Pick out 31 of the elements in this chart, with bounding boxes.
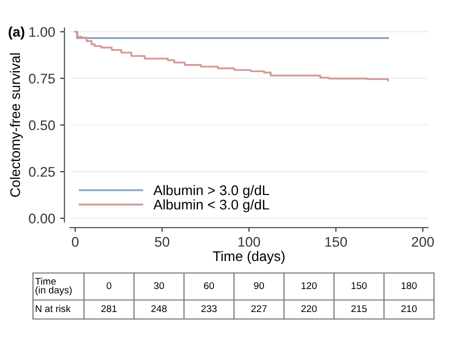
- text: 281: [101, 305, 117, 312]
- text: 0: [106, 282, 112, 290]
- legend-label: Albumin < 3.0 g/dL: [153, 199, 270, 212]
- text: 180: [402, 282, 417, 290]
- y-tick-label: 0.00: [28, 214, 55, 224]
- y-axis-title: Colectomy-free survival: [10, 53, 23, 197]
- chart-title: (a): [8, 26, 24, 40]
- text: 90: [254, 282, 264, 290]
- text: 30: [154, 282, 164, 290]
- text: Time (in days): [35, 278, 72, 296]
- text: 60: [204, 282, 214, 290]
- legend-label: Albumin > 3.0 g/dL: [153, 184, 270, 198]
- y-tick-label: 0.25: [28, 166, 55, 177]
- text: 233: [201, 305, 217, 312]
- text: N at risk: [36, 304, 71, 312]
- text: 210: [401, 305, 417, 312]
- y-tick-label: 0.75: [28, 74, 55, 84]
- x-axis-title: Time (days): [212, 250, 285, 264]
- text: 215: [351, 305, 367, 312]
- text: 248: [151, 305, 167, 312]
- text: 227: [251, 305, 267, 312]
- x-tick-label: 150: [325, 236, 347, 247]
- text: 150: [352, 282, 367, 290]
- text: 120: [302, 282, 317, 290]
- y-tick-label: 0.50: [28, 120, 55, 130]
- x-tick-label: 50: [154, 236, 170, 247]
- x-tick-label: 100: [238, 236, 260, 247]
- y-tick-label: 1.00: [29, 27, 55, 37]
- x-tick-label: 0: [72, 236, 79, 247]
- x-tick-label: 200: [412, 236, 434, 247]
- text: 220: [301, 305, 317, 312]
